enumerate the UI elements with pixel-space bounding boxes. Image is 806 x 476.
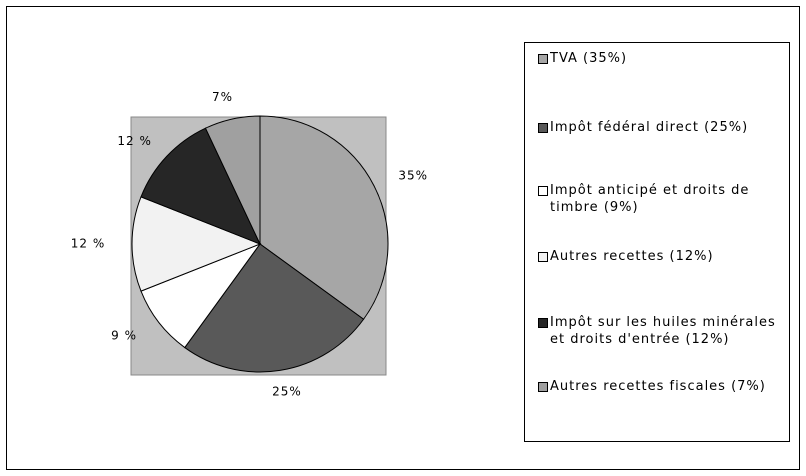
legend-label: Autres recettes (12%) — [550, 249, 714, 264]
legend-entry: Impôt sur les huiles minérales et droits… — [538, 314, 795, 348]
legend-label: Impôt fédéral direct (25%) — [550, 120, 749, 135]
legend-entry: Impôt fédéral direct (25%) — [538, 119, 795, 136]
pie-slice — [184, 243, 365, 373]
legend-entry: Autres recettes (12%) — [538, 248, 795, 265]
data-label: 35% — [398, 168, 428, 182]
legend-swatch — [538, 123, 548, 133]
legend-entry: TVA (35%) — [538, 50, 795, 67]
pie-slice — [259, 115, 389, 320]
data-label: 12 % — [71, 237, 106, 251]
pie-slice — [204, 115, 261, 245]
data-label: 25% — [272, 385, 302, 399]
data-label: 7% — [212, 90, 233, 104]
data-label: 12 % — [117, 134, 152, 148]
legend-box — [524, 42, 790, 442]
legend-entry: Impôt anticipé et droits de timbre (9%) — [538, 182, 795, 216]
legend-swatch — [538, 318, 548, 328]
legend-label: Autres recettes fiscales (7%) — [550, 379, 766, 394]
pie-slice — [131, 196, 262, 292]
legend-swatch — [538, 54, 548, 64]
legend-entry: Autres recettes fiscales (7%) — [538, 378, 795, 395]
legend-swatch — [538, 252, 548, 262]
legend-label: Impôt anticipé et droits de timbre (9%) — [550, 183, 750, 215]
data-label: 9 % — [111, 328, 137, 342]
legend-swatch — [538, 186, 548, 196]
legend-label: Impôt sur les huiles minérales et droits… — [550, 315, 776, 347]
pie-slice — [140, 127, 261, 245]
legend-swatch — [538, 382, 548, 392]
legend-label: TVA (35%) — [550, 51, 628, 66]
